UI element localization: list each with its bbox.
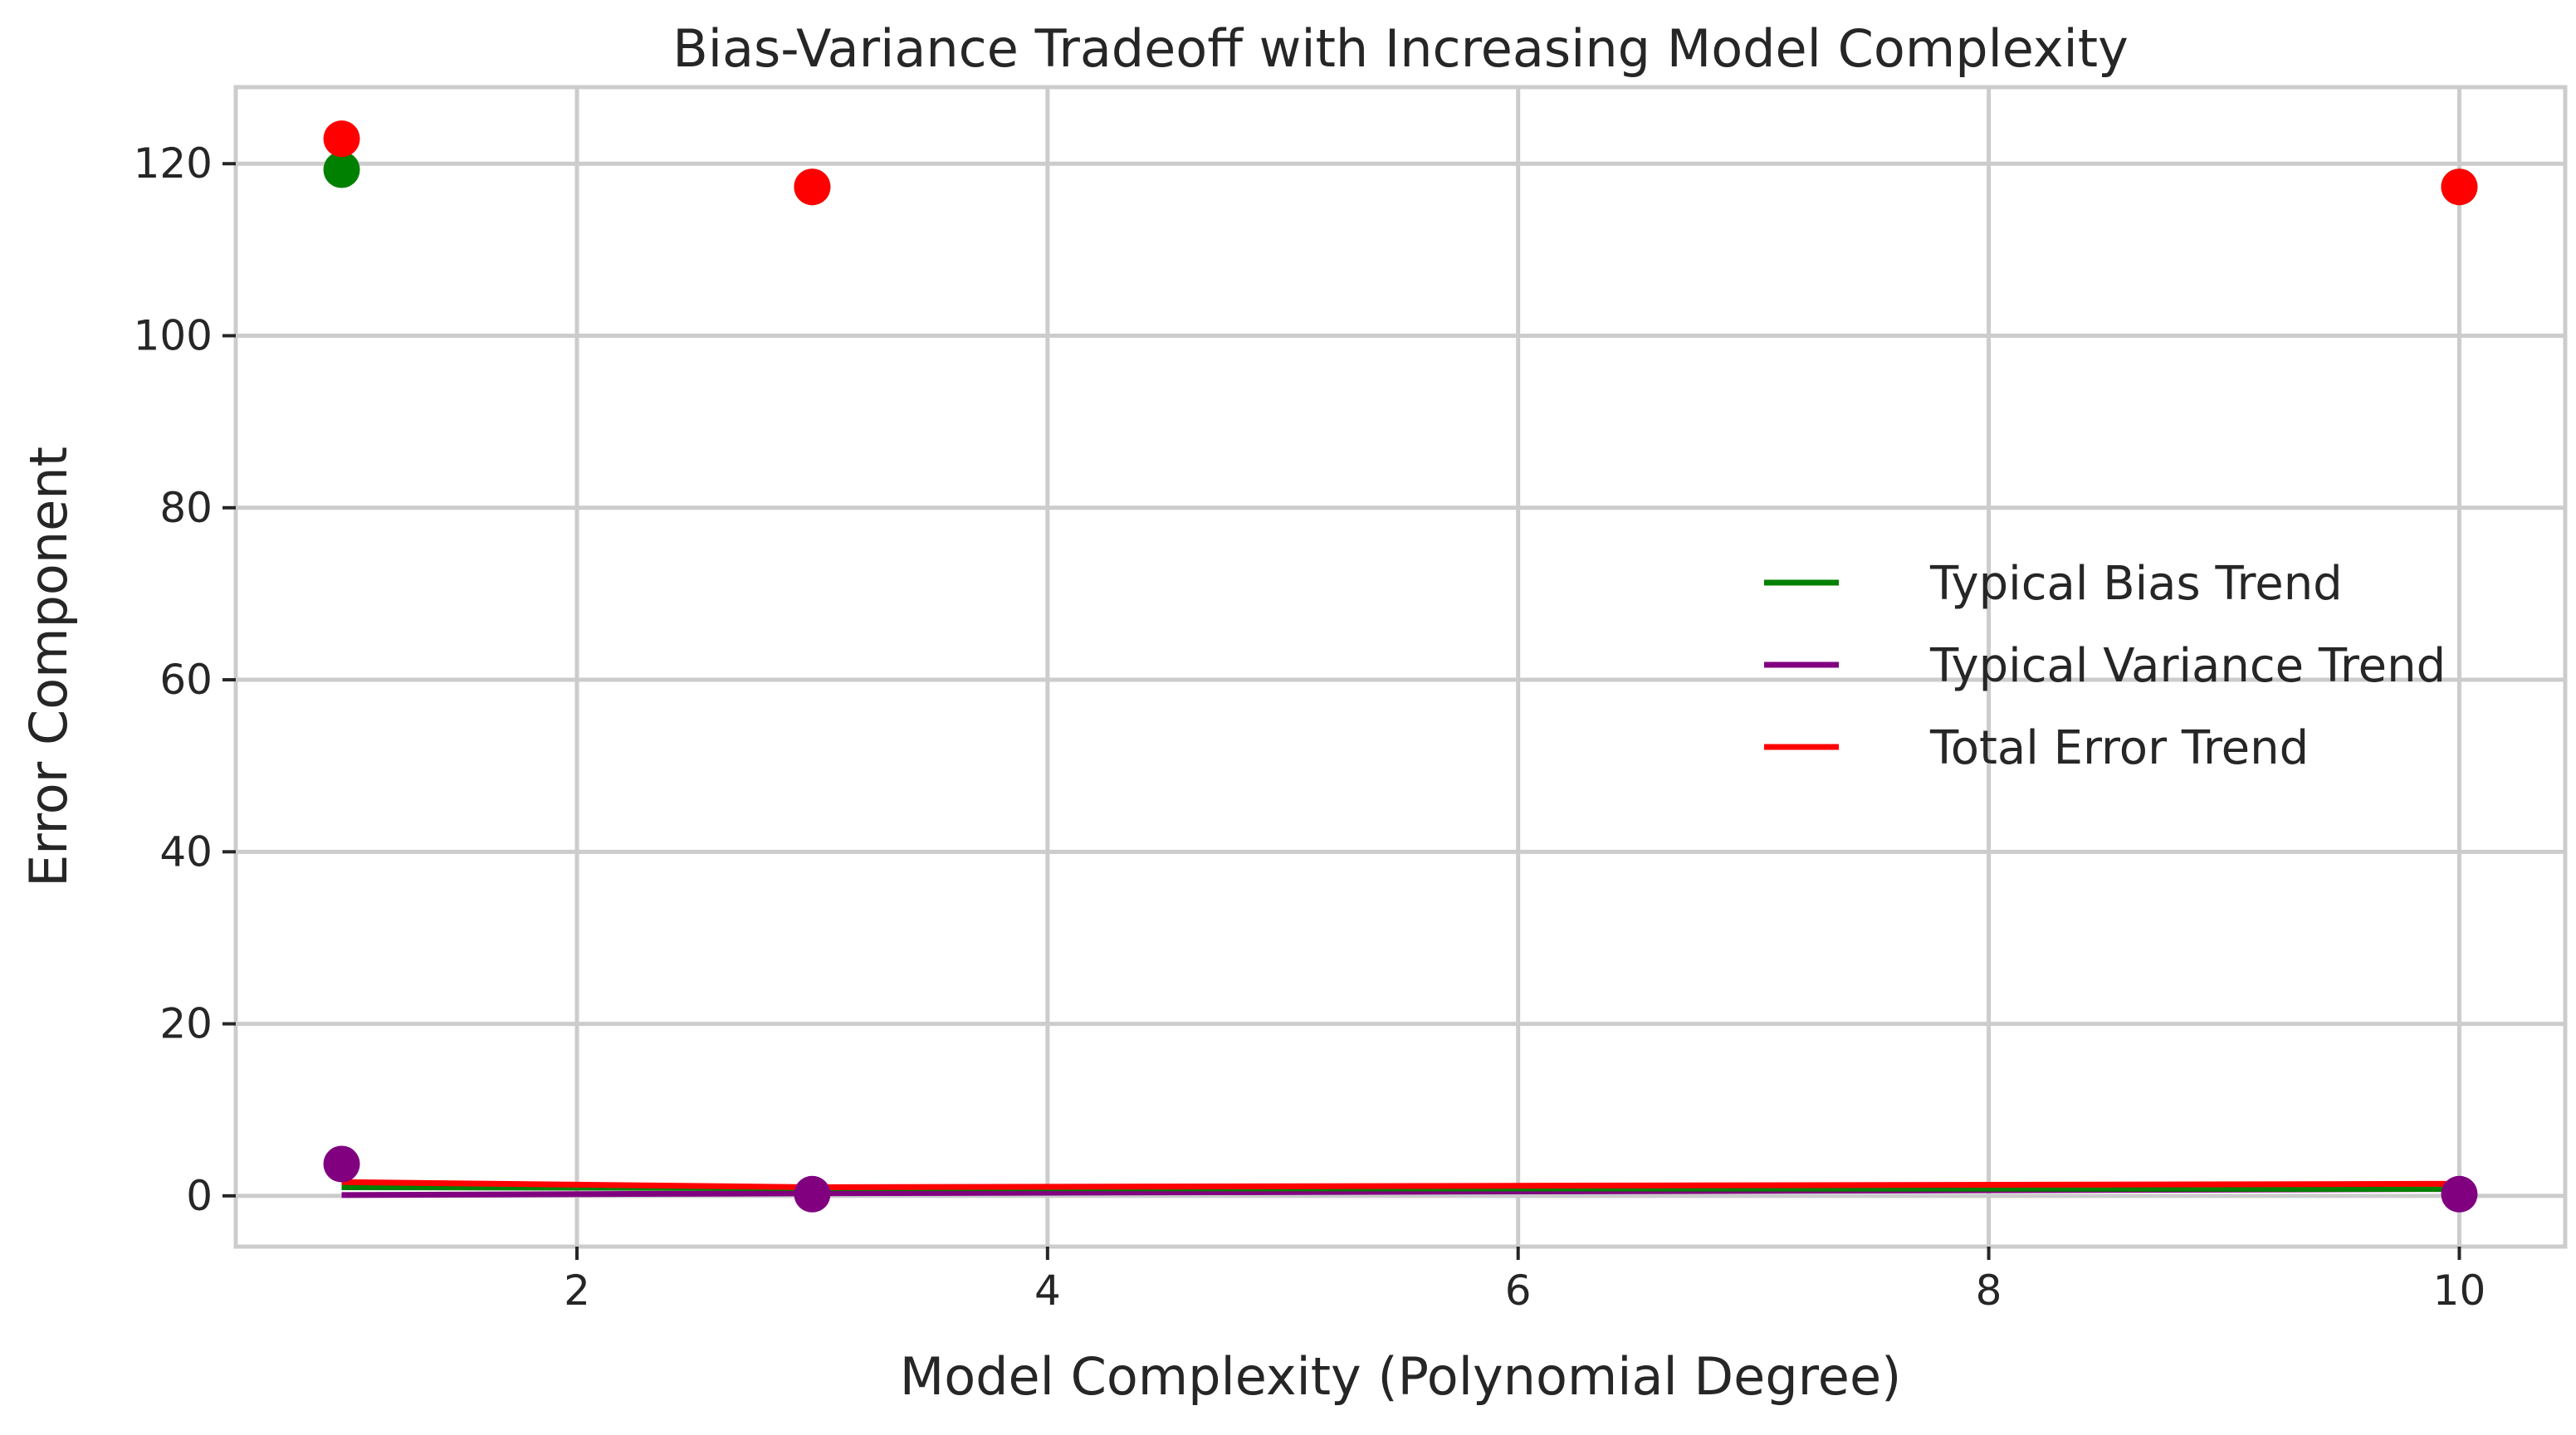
- data-point: [323, 120, 360, 158]
- data-point: [794, 168, 831, 206]
- legend-label: Typical Variance Trend: [1929, 639, 2446, 693]
- legend-label: Total Error Trend: [1929, 721, 2309, 775]
- legend: Typical Bias Trend Typical Variance Trend…: [1764, 557, 2446, 775]
- data-point: [2441, 1175, 2478, 1213]
- x-tick-label: 8: [1976, 1267, 2002, 1315]
- series-layer: [323, 120, 2478, 1213]
- x-axis-title: Model Complexity (Polynomial Degree): [900, 1346, 1902, 1407]
- y-tick-label: 100: [134, 312, 213, 360]
- y-tick-label: 80: [159, 484, 213, 532]
- x-tick-label: 2: [564, 1267, 590, 1315]
- data-point: [2441, 168, 2478, 206]
- y-tick-label: 40: [159, 827, 213, 876]
- legend-label: Typical Bias Trend: [1929, 557, 2343, 611]
- y-tick-label: 60: [159, 656, 213, 704]
- data-point: [323, 151, 360, 188]
- chart-title: Bias-Variance Tradeoff with Increasing M…: [672, 18, 2129, 79]
- x-tick-label: 4: [1034, 1267, 1061, 1315]
- y-tick-label: 0: [186, 1172, 213, 1220]
- x-tick-label: 6: [1505, 1267, 1532, 1315]
- y-tick-label: 20: [159, 1000, 213, 1048]
- y-tick-label: 120: [134, 139, 213, 188]
- data-point: [323, 1145, 360, 1183]
- data-point: [794, 1175, 831, 1213]
- plot-frame: [233, 85, 2568, 1249]
- y-axis-title: Error Component: [18, 447, 79, 887]
- x-tick-label: 10: [2433, 1267, 2486, 1315]
